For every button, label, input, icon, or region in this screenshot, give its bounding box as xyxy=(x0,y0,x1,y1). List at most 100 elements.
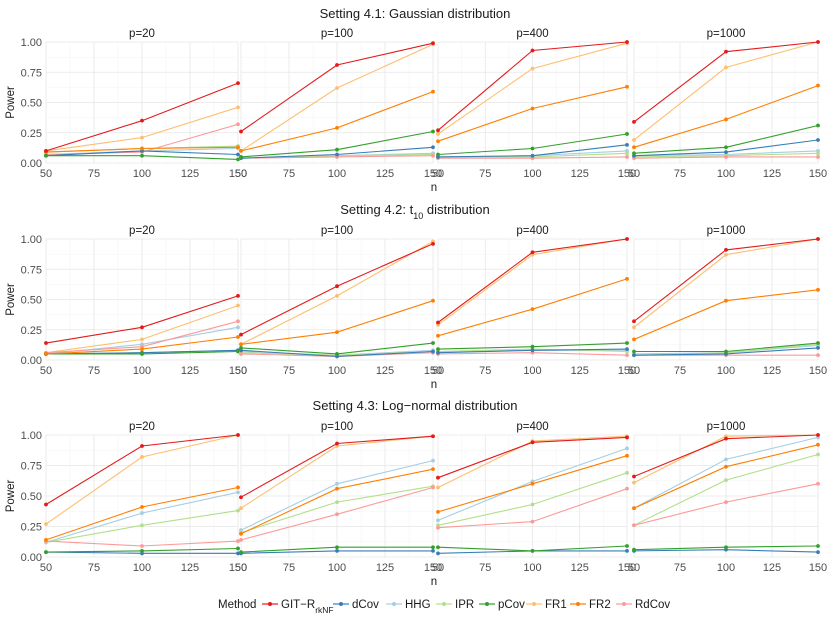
data-point-FR2 xyxy=(436,509,440,514)
data-point-IPR xyxy=(625,470,629,475)
x-tick-label: 100 xyxy=(328,562,346,574)
data-point-GIT-R_rkNF xyxy=(236,81,240,86)
y-axis-title: Power xyxy=(5,283,17,316)
data-point-GIT-R_rkNF xyxy=(431,241,435,246)
data-point-dCov xyxy=(335,549,339,553)
panel-p=400: p=400 50 75 100 125 150 xyxy=(432,421,636,574)
x-tick-label: 50 xyxy=(432,562,444,574)
data-point-HHG xyxy=(436,518,440,523)
data-point-RdCov xyxy=(625,353,629,358)
data-point-GIT-R_rkNF xyxy=(436,475,440,480)
data-point-pCov xyxy=(335,147,339,152)
data-point-IPR xyxy=(236,508,240,513)
data-point-RdCov xyxy=(335,512,339,517)
data-point-pCov xyxy=(239,550,243,555)
y-axis-title: Power xyxy=(5,480,17,513)
data-point-IPR xyxy=(724,478,728,483)
data-point-pCov xyxy=(335,352,339,356)
x-tick-label: 125 xyxy=(181,562,199,574)
data-point-dCov xyxy=(436,551,440,556)
x-tick-label: 75 xyxy=(88,168,100,180)
data-point-pCov xyxy=(724,545,728,550)
x-tick-label: 50 xyxy=(235,562,247,574)
panel-strip-label: p=100 xyxy=(321,28,353,40)
data-point-FR1 xyxy=(724,65,728,70)
data-point-RdCov xyxy=(632,523,636,528)
legend-key-point xyxy=(485,602,489,606)
data-point-pCov xyxy=(335,545,339,550)
data-point-FR1 xyxy=(140,337,144,342)
data-point-GIT-R_rkNF xyxy=(44,149,48,153)
legend-key-point xyxy=(532,602,536,606)
data-point-dCov xyxy=(816,138,820,142)
x-tick-label: 125 xyxy=(571,365,589,377)
x-tick-label: 125 xyxy=(376,365,394,377)
data-point-pCov xyxy=(140,352,144,356)
data-point-HHG xyxy=(431,458,435,463)
data-point-pCov xyxy=(239,346,243,350)
data-point-FR1 xyxy=(530,66,535,71)
data-point-RdCov xyxy=(236,319,240,324)
data-point-pCov xyxy=(625,341,629,345)
x-tick-label: 75 xyxy=(674,562,686,574)
row-title: Setting 4.1: Gaussian distribution xyxy=(320,6,511,21)
data-point-FR2 xyxy=(530,481,535,486)
x-tick-label: 150 xyxy=(809,562,827,574)
data-point-RdCov xyxy=(816,155,820,159)
data-point-FR2 xyxy=(335,486,339,491)
panel-strip-label: p=400 xyxy=(516,421,548,433)
x-tick-label: 75 xyxy=(88,365,100,377)
data-point-FR1 xyxy=(632,325,636,330)
data-point-GIT-R_rkNF xyxy=(632,319,636,324)
panel-strip-label: p=400 xyxy=(516,28,548,40)
data-point-GIT-R_rkNF xyxy=(236,293,240,298)
data-point-RdCov xyxy=(816,353,820,358)
panel-p=100: p=100 50 75 100 125 150 xyxy=(235,225,442,377)
data-point-FR2 xyxy=(632,506,636,511)
legend-item-IPR: IPR xyxy=(436,599,474,611)
panel-p=20: p=20 50 75 100 125 150 xyxy=(40,225,247,377)
x-tick-label: 75 xyxy=(283,562,295,574)
data-point-GIT-R_rkNF xyxy=(816,40,820,44)
data-point-pCov xyxy=(724,145,728,150)
legend-item-pCov: pCov xyxy=(479,599,525,611)
panel-p=1000: p=1000 50 75 100 125 150 xyxy=(628,421,827,574)
row-title-subscript: 10 xyxy=(413,211,423,221)
data-point-FR1 xyxy=(335,293,339,298)
x-tick-label: 100 xyxy=(328,365,346,377)
data-point-FR2 xyxy=(816,442,820,447)
x-tick-label: 75 xyxy=(479,168,491,180)
data-point-FR2 xyxy=(236,335,240,339)
data-point-pCov xyxy=(236,157,240,162)
x-tick-label: 75 xyxy=(674,168,686,180)
x-tick-label: 125 xyxy=(376,562,394,574)
x-tick-label: 100 xyxy=(133,562,151,574)
panel-p=100: p=100 50 75 100 125 150 xyxy=(235,421,442,574)
legend-item-RdCov: RdCov xyxy=(616,599,670,611)
data-point-GIT-R_rkNF xyxy=(632,119,636,124)
legend-label: dCov xyxy=(352,599,379,611)
data-point-IPR xyxy=(816,452,820,457)
y-tick-label: 0.75 xyxy=(21,461,42,473)
panel-p=20: p=20 50 75 100 125 150 xyxy=(40,421,247,574)
x-tick-label: 150 xyxy=(618,562,636,574)
panel-strip-label: p=1000 xyxy=(707,225,746,237)
data-point-RdCov xyxy=(724,500,728,504)
x-tick-label: 150 xyxy=(809,168,827,180)
x-tick-label: 50 xyxy=(235,168,247,180)
data-point-GIT-R_rkNF xyxy=(140,325,144,330)
data-point-HHG xyxy=(335,481,339,486)
legend-label: RdCov xyxy=(635,599,670,611)
data-point-IPR xyxy=(816,151,820,156)
legend-key-point xyxy=(268,602,272,606)
data-point-pCov xyxy=(44,153,48,158)
legend-title: Method xyxy=(218,599,256,611)
x-tick-label: 50 xyxy=(235,365,247,377)
data-point-GIT-R_rkNF xyxy=(724,247,728,252)
data-point-GIT-R_rkNF xyxy=(335,284,339,289)
data-point-RdCov xyxy=(724,155,728,159)
data-point-GIT-R_rkNF xyxy=(436,320,440,325)
x-tick-label: 150 xyxy=(809,365,827,377)
data-point-pCov xyxy=(239,155,243,159)
legend-key-point xyxy=(392,602,396,606)
